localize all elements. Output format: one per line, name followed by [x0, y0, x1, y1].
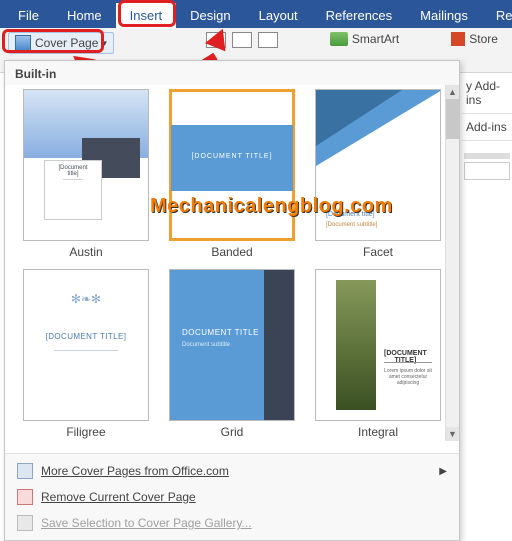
- tab-references[interactable]: References: [312, 3, 406, 28]
- gallery-section-header: Built-in: [5, 61, 459, 85]
- remove-cover-page-item[interactable]: Remove Current Cover Page: [5, 484, 459, 510]
- cover-page-label: Cover Page: [35, 36, 98, 50]
- tab-layout[interactable]: Layout: [245, 3, 312, 28]
- thumb-label: Filigree: [15, 421, 157, 445]
- scroll-up-icon[interactable]: ▲: [446, 85, 459, 99]
- gallery-grid: [Documenttitle]–––––– Austin [DOCUMENT T…: [5, 85, 459, 453]
- ribbon-tabs: File Home Insert Design Layout Reference…: [0, 0, 512, 28]
- footer-label: Remove Current Cover Page: [41, 490, 196, 504]
- picture-icon[interactable]: [232, 32, 252, 48]
- chevron-right-icon: ▶: [439, 466, 447, 477]
- store-label: Store: [469, 32, 498, 46]
- cover-thumb-grid[interactable]: DOCUMENT TITLEDocument subtitle: [169, 269, 295, 421]
- more-cover-pages-item[interactable]: More Cover Pages from Office.com ▶: [5, 458, 459, 484]
- tab-home[interactable]: Home: [53, 3, 116, 28]
- thumb-label: Banded: [161, 241, 303, 265]
- scroll-down-icon[interactable]: ▼: [446, 427, 459, 441]
- shapes-icon[interactable]: [258, 32, 278, 48]
- gallery-footer: More Cover Pages from Office.com ▶ Remov…: [5, 453, 459, 540]
- addins-fragment: Add-ins: [462, 114, 512, 141]
- gallery-scrollbar[interactable]: ▲ ▼: [445, 85, 459, 441]
- footer-label: Save Selection to Cover Page Gallery...: [41, 516, 252, 530]
- smartart-button[interactable]: SmartArt: [330, 32, 399, 46]
- remove-icon: [17, 489, 33, 505]
- table-icon[interactable]: [206, 32, 226, 48]
- right-ribbon-fragment: y Add-ins Add-ins: [462, 73, 512, 141]
- tab-review[interactable]: Review: [482, 3, 512, 28]
- footer-label: More Cover Pages from Office.com: [41, 464, 229, 478]
- save-gallery-icon: [17, 515, 33, 531]
- tab-design[interactable]: Design: [176, 3, 244, 28]
- cover-thumb-austin[interactable]: [Documenttitle]––––––: [23, 89, 149, 241]
- store-icon: [451, 32, 465, 46]
- tab-insert[interactable]: Insert: [116, 3, 177, 28]
- tables-group: [206, 32, 278, 48]
- cover-thumb-facet[interactable]: [Document title][Document subtitle]: [315, 89, 441, 241]
- tab-file[interactable]: File: [4, 3, 53, 28]
- store-button[interactable]: Store: [451, 32, 498, 46]
- thumb-label: Facet: [307, 241, 449, 265]
- cover-page-button[interactable]: Cover Page ▾: [8, 32, 114, 54]
- tab-mailings[interactable]: Mailings: [406, 3, 482, 28]
- chevron-down-icon: ▾: [102, 38, 107, 49]
- thumb-label: Integral: [307, 421, 449, 445]
- smartart-label: SmartArt: [352, 32, 399, 46]
- save-selection-item: Save Selection to Cover Page Gallery...: [5, 510, 459, 536]
- thumb-label: Austin: [15, 241, 157, 265]
- scroll-thumb[interactable]: [446, 99, 459, 139]
- my-addins-fragment[interactable]: y Add-ins: [462, 73, 512, 114]
- cover-page-gallery: Built-in [Documenttitle]–––––– Austin [D…: [4, 60, 460, 541]
- cover-thumb-filigree[interactable]: ✻❧✻[DOCUMENT TITLE]: [23, 269, 149, 421]
- cover-thumb-banded[interactable]: [DOCUMENT TITLE]: [169, 89, 295, 241]
- cover-thumb-integral[interactable]: [DOCUMENTTITLE] Lorem ipsum dolor sit am…: [315, 269, 441, 421]
- smartart-icon: [330, 32, 348, 46]
- cover-page-icon: [15, 35, 31, 51]
- document-ruler-fragment: [462, 150, 512, 190]
- thumb-label: Grid: [161, 421, 303, 445]
- office-icon: [17, 463, 33, 479]
